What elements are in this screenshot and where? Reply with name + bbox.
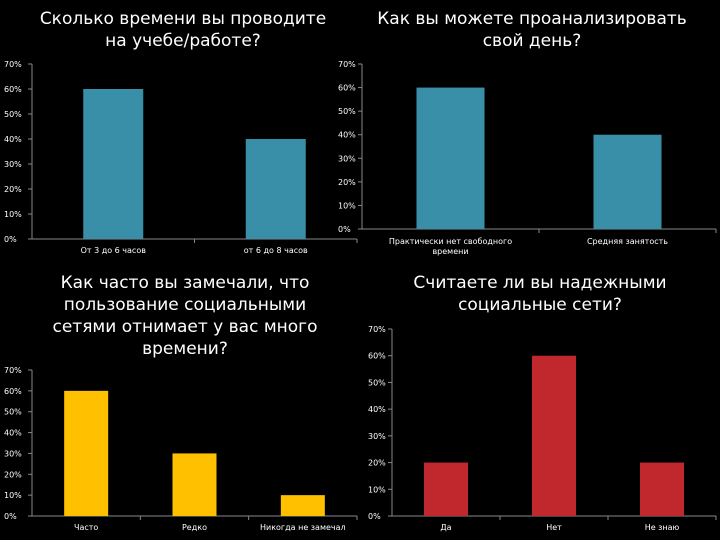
chart-3-y-tick-label: 10% (4, 491, 22, 500)
chart-2-y-tick-label: 10% (338, 201, 356, 210)
chart-2-bar (416, 87, 485, 229)
chart-1-y-tick-label: 10% (4, 210, 22, 219)
chart-1-y-tick-label: 20% (4, 185, 22, 194)
chart-1-bar (245, 139, 306, 239)
chart-1-y-tick-label: 0% (4, 235, 17, 244)
chart-4-bar (424, 462, 468, 516)
chart-3-title: Как часто вы замечали, что пользование с… (52, 273, 318, 359)
chart-2-y-tick-label: 20% (338, 178, 356, 187)
chart-3-y-tick-label: 30% (4, 449, 22, 458)
chart-2-y-tick-label: 50% (338, 107, 356, 116)
chart-3-bar (172, 453, 217, 516)
chart-2-bar (593, 134, 662, 229)
chart-1-bar (83, 89, 144, 239)
chart-4-category-label: Да (440, 523, 451, 532)
chart-3-y-tick-label: 60% (4, 387, 22, 396)
chart-2-category-label: Практически нет свободного времени (389, 237, 512, 256)
chart-4-y-tick-label: 30% (368, 432, 386, 441)
chart-4-y-tick-label: 70% (368, 325, 386, 334)
chart-2-category-label: Средняя занятость (587, 237, 668, 246)
chart-1-y-tick-label: 40% (4, 135, 22, 144)
chart-3-y-tick-label: 50% (4, 408, 22, 417)
chart-4-y-tick-label: 60% (368, 352, 386, 361)
chart-4-title: Считаете ли вы надежными социальные сети… (413, 273, 667, 315)
chart-4-category-label: Нет (546, 523, 562, 532)
chart-1-y-tick-label: 70% (4, 60, 22, 69)
chart-4-bar (640, 462, 684, 516)
chart-1-title: Сколько времени вы проводите на учебе/ра… (39, 9, 327, 51)
chart-3-bar (280, 495, 325, 516)
chart-3-category-label: Часто (74, 523, 98, 532)
chart-4-y-tick-label: 10% (368, 485, 386, 494)
chart-4-bar (532, 355, 576, 516)
chart-2-y-tick-label: 40% (338, 131, 356, 140)
chart-3-y-tick-label: 70% (4, 366, 22, 375)
chart-1-y-tick-label: 50% (4, 110, 22, 119)
chart-4-category-label: Не знаю (645, 523, 680, 532)
chart-2-y-tick-label: 60% (338, 84, 356, 93)
chart-3-y-tick-label: 0% (4, 512, 17, 521)
chart-3-y-tick-label: 20% (4, 470, 22, 479)
chart-1-category-label: от 6 до 8 часов (244, 246, 308, 255)
chart-4-y-tick-label: 20% (368, 459, 386, 468)
chart-2-y-tick-label: 0% (338, 225, 351, 234)
chart-3-y-tick-label: 40% (4, 429, 22, 438)
chart-1-y-tick-label: 60% (4, 85, 22, 94)
chart-2-y-tick-label: 70% (338, 60, 356, 69)
chart-4-y-tick-label: 0% (368, 512, 381, 521)
chart-2-y-tick-label: 30% (338, 154, 356, 163)
chart-2-title: Как вы можете проанализировать свой день… (377, 9, 687, 51)
chart-4-y-tick-label: 40% (368, 405, 386, 414)
chart-3-category-label: Никогда не замечал (260, 523, 346, 532)
chart-3-category-label: Редко (182, 523, 207, 532)
chart-3-bar (64, 390, 109, 516)
chart-4-y-tick-label: 50% (368, 378, 386, 387)
chart-1-y-tick-label: 30% (4, 160, 22, 169)
chart-1-category-label: От 3 до 6 часов (81, 246, 147, 255)
